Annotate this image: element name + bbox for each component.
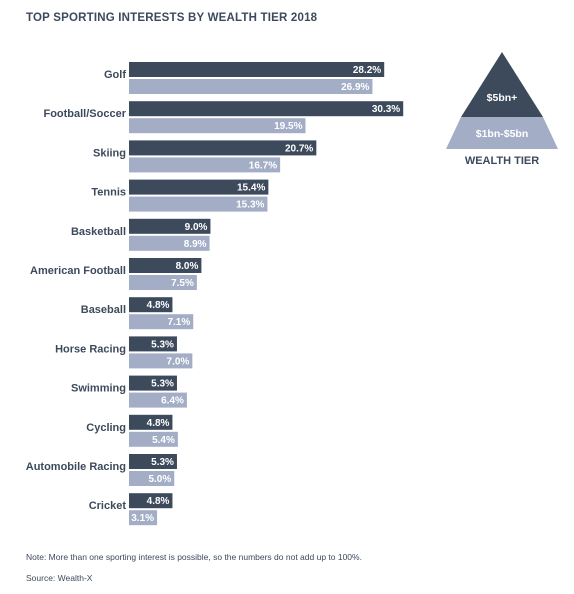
bar-1bn-5bn	[129, 196, 268, 212]
bar-1bn-5bn	[129, 471, 175, 486]
wealth-tier-legend: $5bn+ $1bn-$5bn WEALTH TIER	[446, 52, 558, 167]
value-label: 4.8%	[147, 496, 170, 507]
value-label: 16.7%	[249, 160, 277, 171]
chart-title: TOP SPORTING INTERESTS BY WEALTH TIER 20…	[26, 12, 318, 24]
bar-1bn-5bn	[129, 510, 158, 526]
bar-1bn-5bn	[129, 431, 178, 447]
bar-5bn-plus	[129, 62, 385, 77]
value-label: 5.3%	[151, 457, 174, 468]
value-label: 15.4%	[237, 183, 265, 194]
category-label: Horse Racing	[55, 343, 126, 355]
value-label: 28.2%	[353, 65, 381, 76]
category-label: Tennis	[91, 187, 126, 199]
bar-5bn-plus	[129, 179, 269, 195]
bar-5bn-plus	[129, 454, 177, 469]
legend-series-top: $5bn+	[487, 92, 518, 104]
bar-1bn-5bn	[129, 79, 373, 94]
bar-5bn-plus	[129, 140, 317, 156]
category-label: Baseball	[81, 304, 126, 316]
bar-5bn-plus	[129, 101, 404, 117]
legend-title: WEALTH TIER	[465, 155, 539, 167]
bar-5bn-plus	[129, 218, 211, 234]
value-label: 26.9%	[341, 82, 369, 93]
bar-1bn-5bn	[129, 392, 187, 408]
value-label: 19.5%	[274, 121, 302, 132]
legend-pyramid-bottom	[446, 117, 558, 149]
bar-5bn-plus	[129, 375, 177, 391]
footnote: Note: More than one sporting interest is…	[26, 552, 362, 562]
category-label: Automobile Racing	[26, 461, 126, 473]
bar-5bn-plus	[129, 297, 173, 313]
value-label: 8.0%	[176, 261, 199, 272]
category-label: Cycling	[86, 422, 126, 434]
value-label: 4.8%	[147, 418, 170, 429]
bar-5bn-plus	[129, 493, 173, 509]
category-label: Football/Soccer	[43, 108, 126, 120]
value-label: 7.0%	[167, 356, 190, 367]
value-label: 30.3%	[372, 104, 400, 115]
bar-5bn-plus	[129, 414, 173, 430]
value-label: 8.9%	[184, 239, 207, 250]
bar-5bn-plus	[129, 336, 177, 352]
category-label: Basketball	[71, 226, 126, 238]
bars-layer: Golf 28.2% 26.9% Football/Soccer 30.3% 19.5% S…	[26, 62, 404, 526]
bar-1bn-5bn	[129, 235, 210, 251]
category-label: Golf	[104, 69, 126, 81]
value-label: 15.3%	[236, 200, 264, 211]
legend-pyramid-top	[461, 52, 543, 117]
bar-1bn-5bn	[129, 353, 193, 369]
category-label: Swimming	[71, 383, 126, 395]
bar-1bn-5bn	[129, 275, 197, 290]
bar-1bn-5bn	[129, 118, 306, 134]
legend-series-bottom: $1bn-$5bn	[476, 128, 529, 140]
value-label: 3.1%	[131, 513, 154, 524]
value-label: 20.7%	[285, 143, 313, 154]
value-label: 7.5%	[171, 278, 194, 289]
value-label: 7.1%	[167, 317, 190, 328]
bar-1bn-5bn	[129, 157, 281, 173]
category-label: Cricket	[89, 500, 127, 512]
bar-1bn-5bn	[129, 314, 194, 330]
value-label: 5.3%	[151, 379, 174, 390]
value-label: 5.0%	[148, 474, 171, 485]
bar-5bn-plus	[129, 258, 202, 273]
source-note: Source: Wealth-X	[26, 573, 93, 583]
value-label: 9.0%	[185, 222, 208, 233]
category-label: Skiing	[93, 147, 126, 159]
value-label: 5.3%	[151, 339, 174, 350]
value-label: 4.8%	[147, 300, 170, 311]
value-label: 5.4%	[152, 435, 175, 446]
category-label: American Football	[30, 265, 126, 277]
value-label: 6.4%	[161, 396, 184, 407]
